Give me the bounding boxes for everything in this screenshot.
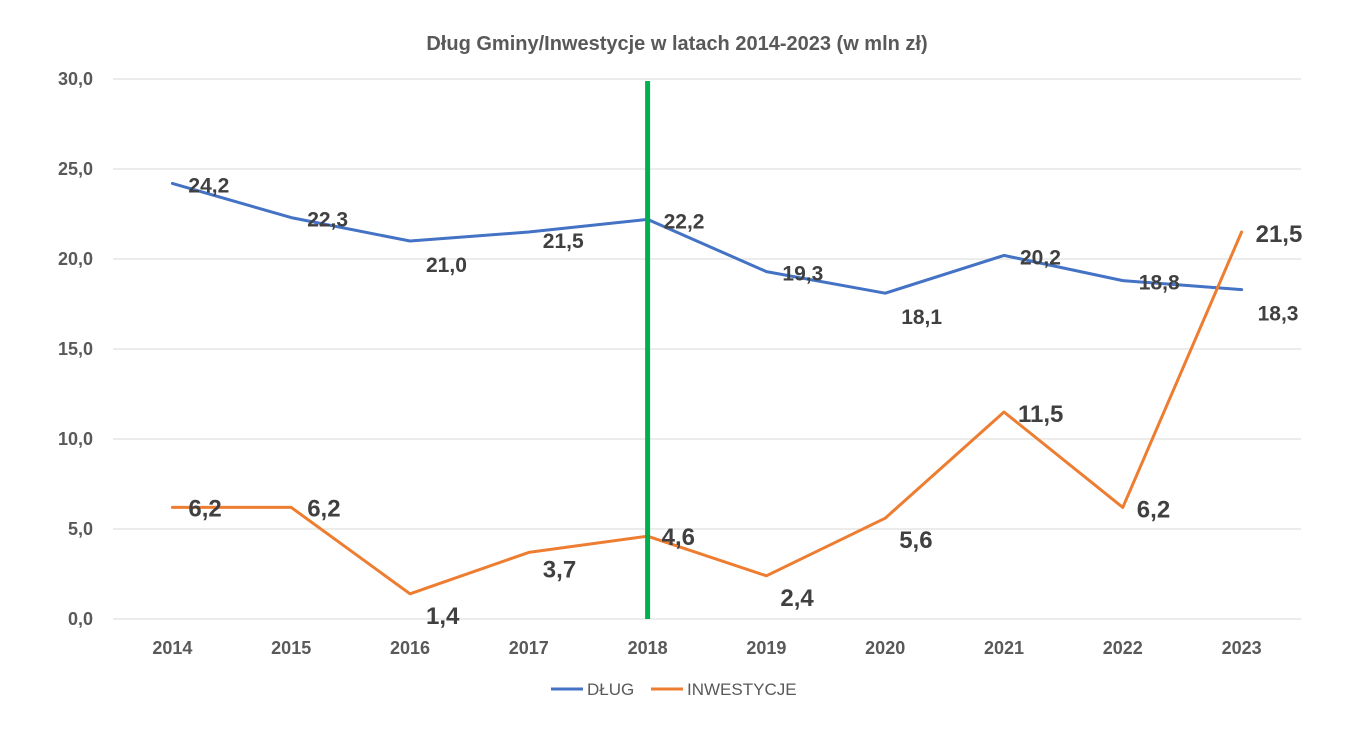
- x-tick-label: 2017: [509, 638, 549, 658]
- y-tick-label: 5,0: [68, 519, 93, 539]
- data-label-inwestycje: 11,5: [1018, 401, 1063, 428]
- data-label-dług: 18,3: [1258, 303, 1299, 326]
- data-label-dług: 21,5: [543, 230, 584, 253]
- x-tick-label: 2018: [628, 638, 668, 658]
- y-tick-label: 25,0: [58, 159, 93, 179]
- x-tick-label: 2023: [1222, 638, 1262, 658]
- data-label-dług: 24,2: [188, 174, 229, 197]
- x-tick-label: 2014: [152, 638, 192, 658]
- series-line-inwestycje: [170, 230, 1244, 596]
- data-label-dług: 22,3: [307, 209, 348, 232]
- x-tick-label: 2016: [390, 638, 430, 658]
- data-label-inwestycje: 6,2: [188, 495, 221, 522]
- x-tick-label: 2020: [865, 638, 905, 658]
- data-label-inwestycje: 1,4: [426, 603, 460, 630]
- data-label-inwestycje: 21,5: [1256, 221, 1303, 248]
- data-label-inwestycje: 2,4: [780, 585, 814, 612]
- data-label-dług: 20,2: [1020, 246, 1061, 269]
- data-label-inwestycje: 6,2: [1137, 496, 1170, 523]
- data-label-dług: 21,0: [426, 254, 467, 277]
- x-tick-label: 2022: [1103, 638, 1143, 658]
- data-label-dług: 19,3: [782, 263, 823, 286]
- data-label-dług: 22,2: [664, 210, 705, 233]
- x-axis-ticks: 2014 2015 2016 2017 2018 2019 2020 2021 2022 2023: [152, 638, 1261, 658]
- legend-label: INWESTYCJE: [687, 680, 797, 699]
- data-label-inwestycje: 4,6: [662, 524, 695, 551]
- x-tick-label: 2015: [271, 638, 311, 658]
- data-label-dług: 18,8: [1139, 272, 1180, 295]
- data-label-dług: 18,1: [901, 306, 942, 329]
- legend: DŁUG INWESTYCJE: [551, 680, 797, 699]
- y-tick-label: 0,0: [68, 609, 93, 629]
- data-label-inwestycje: 6,2: [307, 495, 340, 522]
- chart-title: Dług Gminy/Inwestycje w latach 2014-2023…: [426, 33, 927, 55]
- x-tick-label: 2019: [746, 638, 786, 658]
- y-tick-label: 20,0: [58, 249, 93, 269]
- x-tick-label: 2021: [984, 638, 1024, 658]
- data-labels: 24,2 22,3 21,0 21,5 22,2 19,3 18,1 20,2 18,8 18,3…: [188, 174, 1302, 629]
- y-tick-label: 30,0: [58, 69, 93, 89]
- data-label-inwestycje: 5,6: [899, 527, 932, 554]
- y-tick-label: 10,0: [58, 429, 93, 449]
- y-tick-label: 15,0: [58, 339, 93, 359]
- gridlines: [113, 78, 1301, 620]
- legend-label: DŁUG: [587, 680, 634, 699]
- data-label-inwestycje: 3,7: [543, 556, 576, 583]
- series-line-dług: [170, 181, 1244, 295]
- y-axis-ticks: 0,0 5,0 10,0 15,0 20,0 25,0 30,0: [58, 69, 93, 629]
- series-lines: [170, 181, 1244, 596]
